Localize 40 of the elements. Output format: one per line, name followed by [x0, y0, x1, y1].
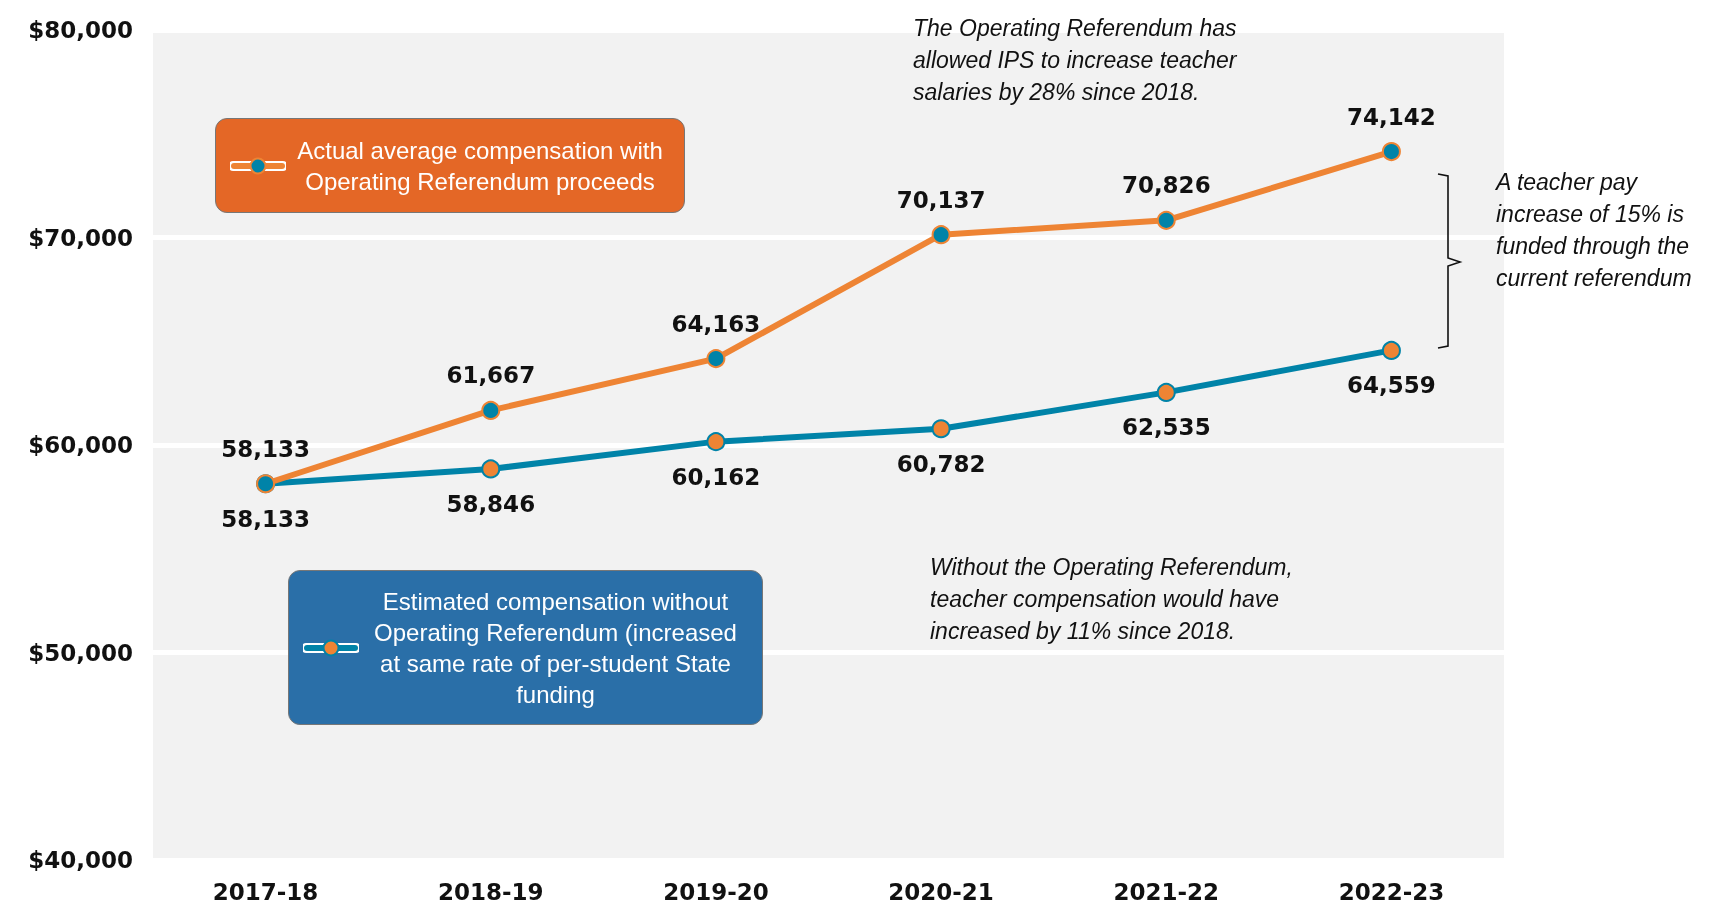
point [1156, 210, 1176, 230]
y-tick-label: $40,000 [28, 847, 133, 873]
callout-box: Actual average compensation with Operating Referendum proceeds [215, 118, 685, 213]
point [481, 400, 501, 420]
point [931, 225, 951, 245]
y-tick-label: $50,000 [28, 639, 133, 666]
x-tick-label: 2017-18 [212, 878, 319, 905]
annotation: The Operating Referendum has allowed IPS to increase teacher salaries by 28% since 2018. [913, 15, 1243, 105]
data-label: 70,137 [896, 186, 986, 213]
point [706, 349, 726, 369]
point [931, 419, 951, 439]
point [1381, 340, 1401, 360]
y-tick-label: $70,000 [28, 224, 133, 251]
data-label: 70,826 [1121, 172, 1211, 199]
data-label: 58,133 [221, 435, 310, 462]
annotation: Without the Operating Referendum, teacher compensation would have increased by 11% since 2018. [930, 554, 1300, 644]
data-label: 58,133 [221, 505, 310, 532]
point [481, 459, 501, 479]
data-label: 60,782 [896, 450, 986, 477]
x-tick-label: 2020-21 [888, 878, 994, 905]
point [1381, 142, 1401, 162]
point [706, 432, 726, 452]
data-label: 64,559 [1347, 372, 1436, 399]
data-label: 74,142 [1347, 103, 1436, 130]
x-tick-label: 2019-20 [663, 878, 769, 905]
legend-label: Actual average compensation with Operating Referendum proceeds [296, 135, 664, 197]
point [1156, 382, 1176, 402]
x-tick-label: 2021-22 [1113, 878, 1220, 905]
legend-label: Estimated compensation without Operating Referendum (increased at same rate of per-student State funding [373, 586, 738, 710]
y-tick-label: $60,000 [28, 432, 133, 458]
data-label: 64,163 [671, 310, 761, 337]
data-label: 61,667 [446, 362, 536, 389]
x-tick-label: 2018-19 [437, 878, 544, 905]
callout-box: Estimated compensation without Operating Referendum (increased at same rate of per-student State funding [288, 570, 763, 725]
x-tick-label: 2022-23 [1338, 878, 1445, 905]
data-label: 62,535 [1121, 414, 1211, 441]
annotation: A teacher pay increase of 15% is funded through the current referendum [1494, 169, 1696, 291]
data-label: 60,162 [671, 463, 761, 490]
data-label: 58,846 [446, 490, 536, 517]
y-tick-label: $80,000 [28, 17, 133, 43]
